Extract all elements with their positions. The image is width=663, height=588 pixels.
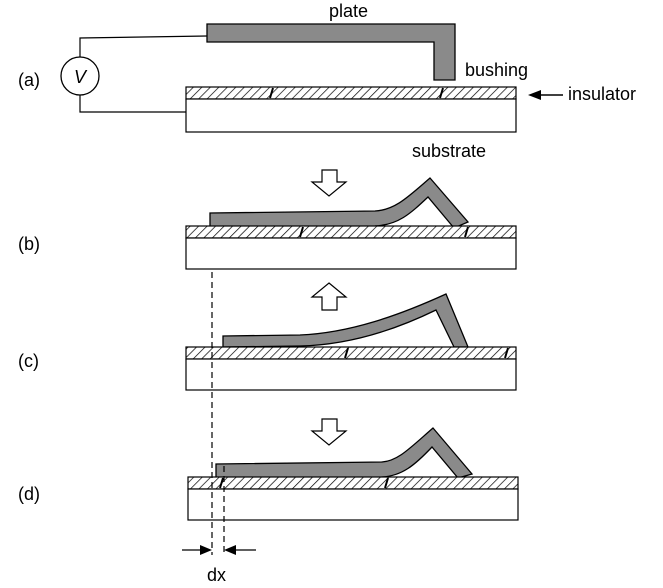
panel-label-c: (c) — [18, 351, 39, 371]
substrate-label: substrate — [412, 141, 486, 161]
substrate-block — [185, 358, 517, 391]
substrate-block — [185, 98, 517, 133]
panel-c: (c) — [18, 282, 517, 391]
down-arrow-icon — [310, 418, 348, 446]
voltmeter-symbol: V — [74, 67, 88, 87]
down-arrow-icon — [310, 169, 348, 197]
panel-a: (a) V plate bushing insulator substrate — [18, 1, 636, 161]
panel-label-a: (a) — [18, 70, 40, 90]
insulator-mark — [504, 347, 509, 359]
raised-plate — [222, 293, 469, 348]
insulator-label: insulator — [568, 84, 636, 104]
panel-label-b: (b) — [18, 234, 40, 254]
panel-d: (d) — [18, 418, 519, 521]
insulator-mark — [269, 87, 274, 99]
bushing-label: bushing — [465, 60, 528, 80]
substrate-block — [185, 237, 517, 270]
insulator-layer — [185, 86, 517, 100]
plate-with-bushing — [206, 23, 456, 81]
dx-right-arrow — [224, 545, 256, 555]
shifted-bent-plate — [215, 427, 474, 479]
voltmeter-circuit: V — [60, 35, 208, 113]
insulator-mark — [384, 477, 389, 489]
panel-label-d: (d) — [18, 484, 40, 504]
circuit-wire-bottom — [79, 95, 187, 113]
dx-left-arrow — [182, 545, 212, 555]
insulator-mark — [344, 347, 349, 359]
panel-b: (b) — [18, 169, 517, 270]
displacement-indicator: dx — [182, 272, 256, 585]
insulator-mark — [219, 477, 224, 489]
circuit-wire-top — [79, 35, 208, 57]
insulator-layer — [187, 476, 519, 490]
insulator-mark — [299, 226, 304, 238]
insulator-pointer-arrow — [528, 90, 563, 100]
substrate-block — [187, 488, 519, 521]
insulator-mark — [439, 87, 444, 99]
insulator-layer — [185, 346, 517, 360]
dx-label: dx — [207, 565, 226, 585]
insulator-mark — [464, 226, 469, 238]
up-arrow-icon — [310, 282, 348, 311]
plate-label: plate — [329, 1, 368, 21]
voltmeter-icon — [60, 56, 100, 96]
